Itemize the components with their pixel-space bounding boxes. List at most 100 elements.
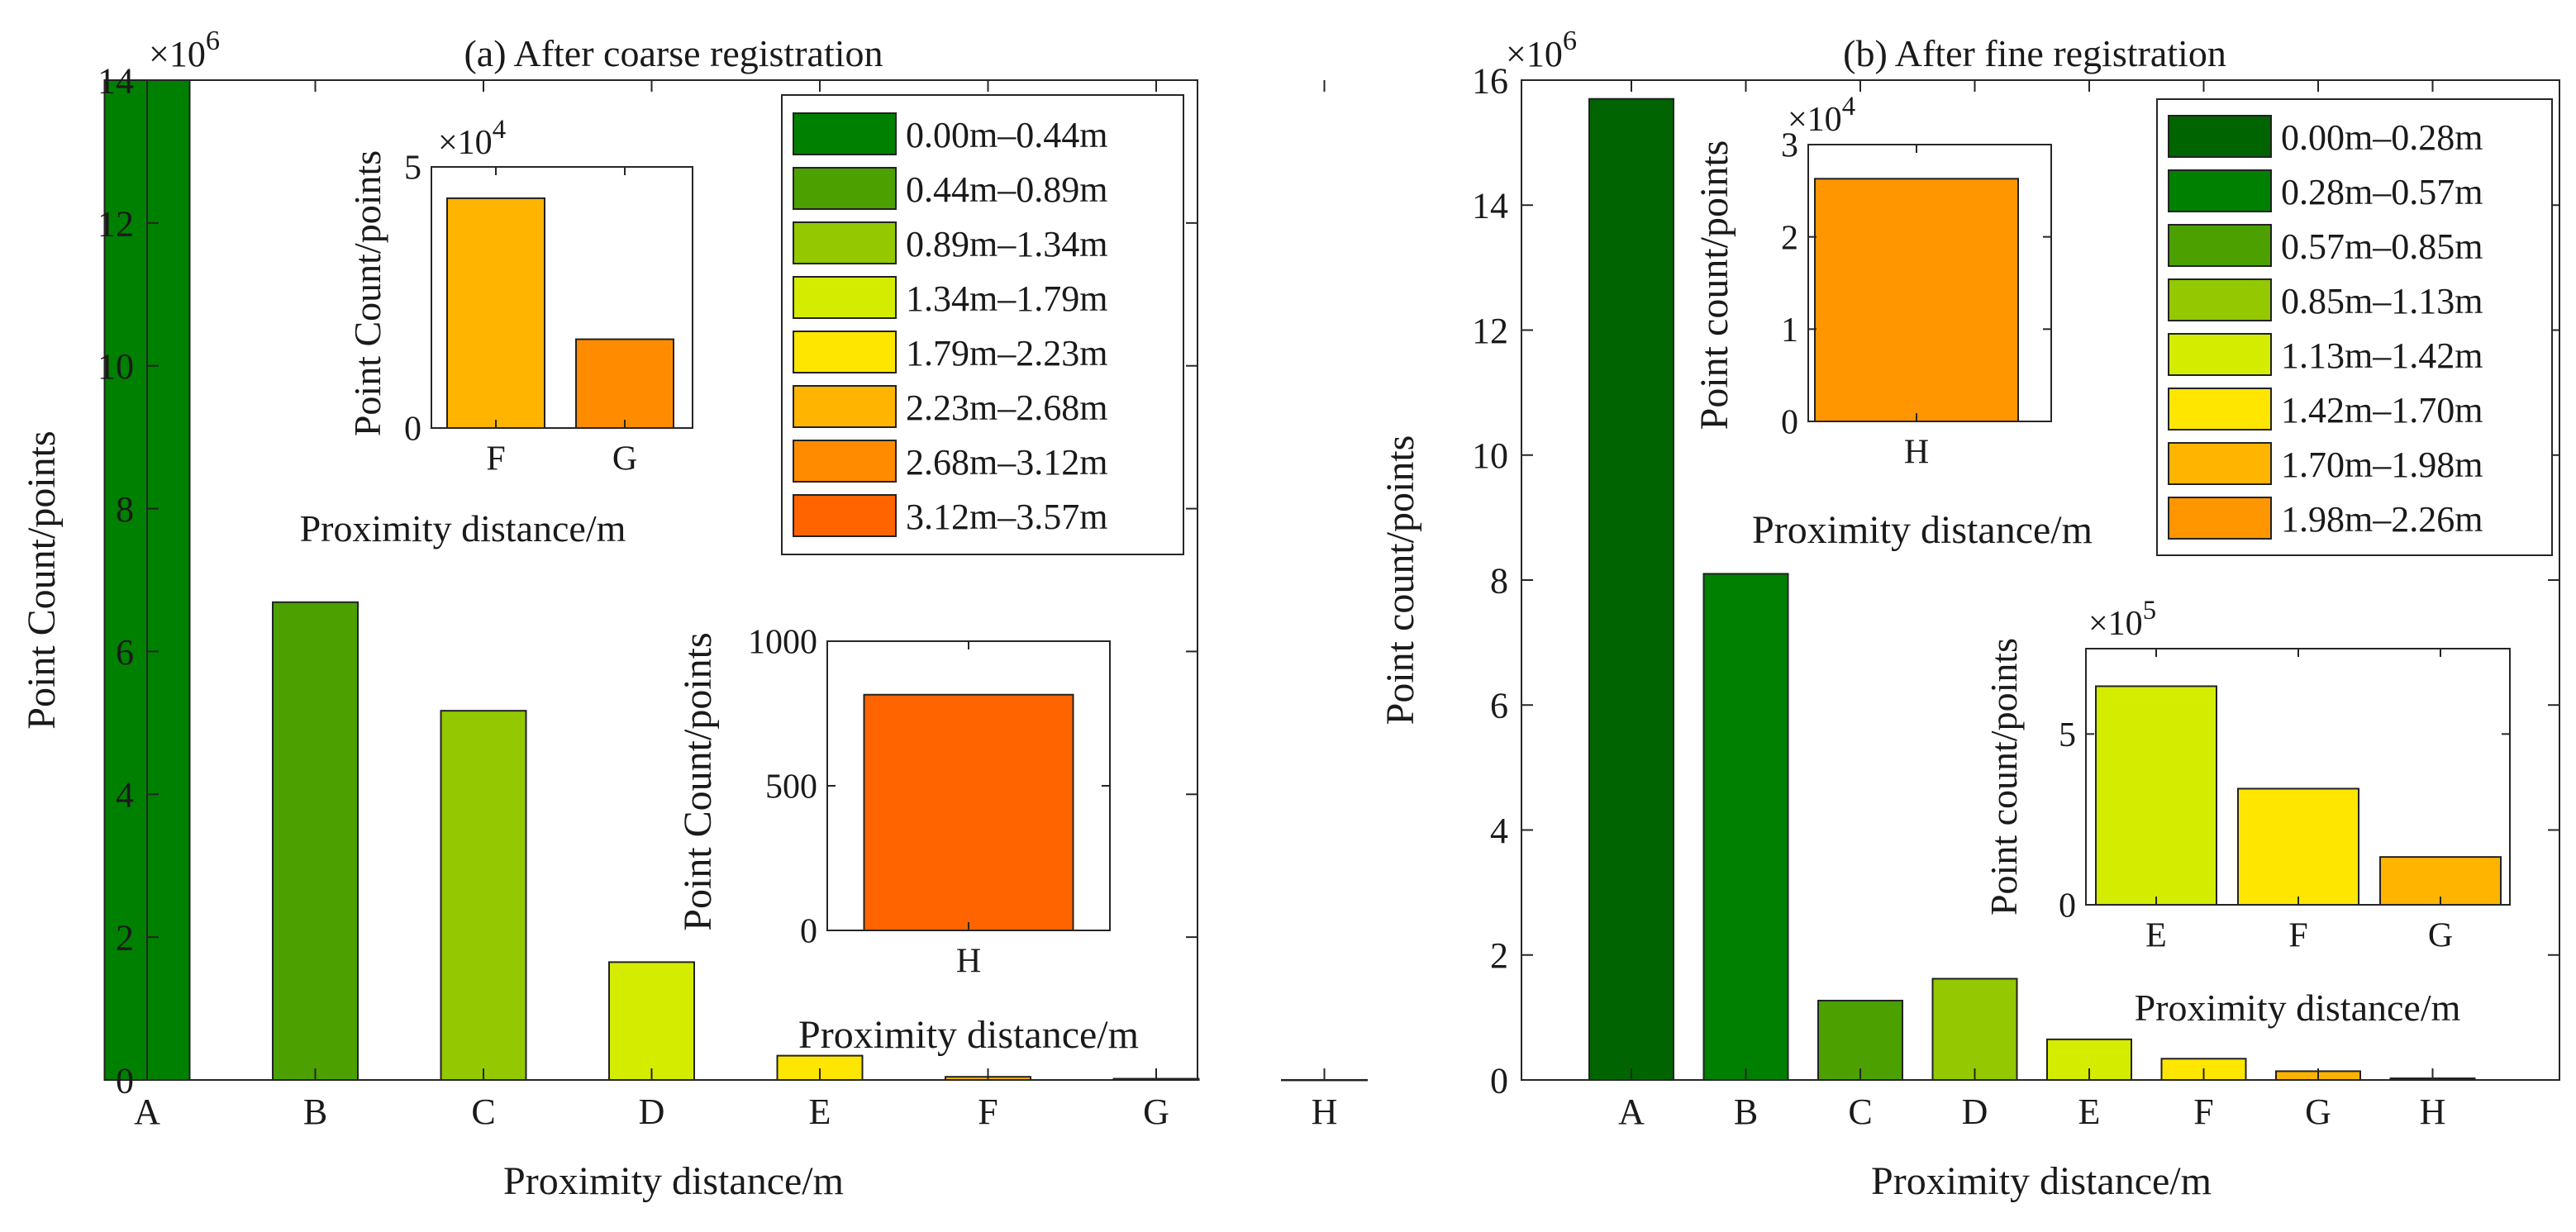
panel-a-xtick-label: G xyxy=(1143,1092,1169,1132)
panel-b-ytick-label: 12 xyxy=(1472,311,1508,351)
panel-b-xtick-label: H xyxy=(2420,1092,2446,1132)
panel-a-inset1-ylabel: Point Count/points xyxy=(346,150,388,436)
panel-b-xtick-label: E xyxy=(2078,1092,2101,1132)
panel-a-ytick-label: 8 xyxy=(116,489,134,530)
panel-a-legend-swatch xyxy=(793,331,897,373)
panel-b-ytick-label: 14 xyxy=(1472,186,1508,226)
panel-b-legend-label: 1.42m–1.70m xyxy=(2281,390,2483,430)
panel-a-inset2-ytick-label: 1000 xyxy=(748,624,817,662)
panel-b-inset1-ytick-label: 1 xyxy=(1781,312,1798,350)
panel-b-title: (b) After fine registration xyxy=(1843,32,2226,74)
panel-a-ytick-label: 0 xyxy=(116,1060,134,1101)
panel-a-legend: 0.00m–0.44m 0.44m–0.89m 0.89m–1.34m 1.34m–1… xyxy=(781,94,1184,555)
panel-a-legend-swatch xyxy=(793,276,897,319)
panel-a-inset2-xtick-label: H xyxy=(956,942,981,980)
panel-a-ytick-label: 2 xyxy=(116,918,134,958)
panel-b-inset2-ylabel: Point count/points xyxy=(1983,638,2025,916)
panel-a-legend-swatch xyxy=(793,167,897,210)
panel-a-inset2-ylabel: Point Count/points xyxy=(676,632,720,930)
panel-b-legend-label: 0.28m–0.57m xyxy=(2281,172,2483,212)
panel-b-ytick-label: 0 xyxy=(1490,1060,1508,1101)
panel-a-legend-label: 1.79m–2.23m xyxy=(906,333,1107,373)
panel-b-legend-swatch xyxy=(2168,442,2272,485)
panel-a-inset2-bar-H xyxy=(863,693,1074,931)
panel-a-inset1-axes-frame xyxy=(431,166,693,429)
panel-b-legend-label: 1.70m–1.98m xyxy=(2281,445,2483,485)
panel-b-inset1-xtick-label: H xyxy=(1904,433,1929,471)
panel-b-inset1-ytick-label: 0 xyxy=(1781,404,1798,442)
panel-a-ytick-label: 4 xyxy=(116,775,134,816)
panel-a-legend-label: 2.23m–2.68m xyxy=(906,388,1107,428)
panel-b-legend-swatch xyxy=(2168,278,2272,321)
panel-b-legend-swatch xyxy=(2168,115,2272,158)
panel-b-xtick-label: A xyxy=(1618,1092,1645,1132)
panel-b-inset1-xlabel: Proximity distance/m xyxy=(1752,508,2093,552)
panel-b-xtick-label: F xyxy=(2193,1092,2213,1132)
panel-a-ytick-label: 10 xyxy=(98,346,134,387)
panel-b-inset2-xtick-label: F xyxy=(2288,916,2307,954)
panel-b-legend-swatch xyxy=(2168,333,2272,376)
panel-a-legend-label: 0.00m–0.44m xyxy=(906,115,1107,155)
panel-a-xtick-label: D xyxy=(639,1092,665,1132)
panel-b-xtick-label: C xyxy=(1848,1092,1872,1132)
panel-b-inset1-ytick-label: 3 xyxy=(1781,127,1798,165)
panel-a-xtick-label: A xyxy=(134,1092,160,1132)
panel-b-inset2-ytick-label: 0 xyxy=(2059,887,2076,925)
panel-b-ylabel: Point count/points xyxy=(1378,435,1422,725)
panel-a-legend-box xyxy=(781,94,1184,555)
panel-b-inset2-group: 0 5 E F G Proximity distance/m Point count/poi… xyxy=(1983,596,2511,1029)
panel-b-ytick-label: 10 xyxy=(1472,435,1508,476)
panel-a-bar-B xyxy=(272,601,359,1081)
panel-b-legend-label: 1.13m–1.42m xyxy=(2281,335,2483,376)
panel-b-inset2-bar-E xyxy=(2095,685,2217,906)
panel-b-ytick-label: 8 xyxy=(1490,560,1508,601)
panel-b-legend-swatch xyxy=(2168,497,2272,540)
panel-b-ytick-label: 4 xyxy=(1490,811,1508,851)
panel-b-ytick-label: 16 xyxy=(1472,60,1508,101)
panel-a-legend-label: 0.44m–0.89m xyxy=(906,169,1107,210)
panel-a-bar-D xyxy=(608,961,695,1081)
panel-b-inset1-ytick-label: 2 xyxy=(1781,219,1798,257)
panel-a-bar-H xyxy=(1281,1078,1368,1082)
panel-b-inset2-xlabel: Proximity distance/m xyxy=(2135,987,2461,1029)
panel-a-legend-label: 1.34m–1.79m xyxy=(906,278,1107,319)
panel-a-group: 0 2 4 6 8 10 12 14 A B C D E F G H Proximity distance/m P… xyxy=(20,25,1368,1203)
panel-b-legend-label: 1.98m–2.26m xyxy=(2281,499,2483,540)
panel-a-inset1-xtick-label: G xyxy=(612,440,637,478)
panel-b-exponent: ×106 xyxy=(1506,25,1577,74)
panel-b-inset1-bar-H xyxy=(1814,178,2019,422)
panel-a-inset1-bar-F xyxy=(446,197,545,429)
panel-b-bar-B xyxy=(1702,573,1789,1081)
panel-a-legend-label: 2.68m–3.12m xyxy=(906,442,1107,483)
panel-a-xlabel: Proximity distance/m xyxy=(503,1159,844,1203)
panel-a-legend-swatch xyxy=(793,221,897,264)
panel-b-inset2-xtick-label: G xyxy=(2428,916,2453,954)
panel-a-ytick-label: 6 xyxy=(116,632,134,673)
panel-a-inset1-exponent: ×104 xyxy=(438,115,506,162)
panel-b-bar-D xyxy=(1931,978,2018,1082)
panel-a-legend-swatch xyxy=(793,440,897,483)
panel-b-inset2-bar-F xyxy=(2237,787,2359,906)
panel-a-inset2-group: 0 500 1000 H Proximity distance/m Point Count… xyxy=(676,624,1139,1057)
panel-b-legend-label: 0.57m–0.85m xyxy=(2281,226,2483,267)
panel-b-bar-C xyxy=(1817,999,1903,1082)
panel-b-xlabel: Proximity distance/m xyxy=(1871,1159,2212,1203)
panel-b-inset1-exponent: ×104 xyxy=(1788,92,1855,139)
panel-a-axes-frame xyxy=(146,79,1198,1081)
panel-a-title: (a) After coarse registration xyxy=(464,32,883,74)
panel-a-bar-C xyxy=(440,710,527,1082)
panel-a-xtick-label: B xyxy=(303,1092,327,1132)
panel-a-inset1-xlabel: Proximity distance/m xyxy=(300,507,626,549)
panel-b-legend-swatch xyxy=(2168,224,2272,267)
panel-a-xtick-label: C xyxy=(471,1092,495,1132)
panel-a-xtick-label: H xyxy=(1312,1092,1338,1132)
panel-b-bar-A xyxy=(1588,98,1674,1081)
panel-a-ylabel: Point Count/points xyxy=(20,430,64,729)
panel-a-inset2-ytick-label: 500 xyxy=(765,768,817,806)
panel-a-legend-swatch xyxy=(793,112,897,155)
panel-a-xtick-label: F xyxy=(978,1092,998,1132)
panel-b-inset1-ylabel: Point count/points xyxy=(1693,140,1736,430)
panel-a-inset2-ytick-label: 0 xyxy=(800,913,817,951)
